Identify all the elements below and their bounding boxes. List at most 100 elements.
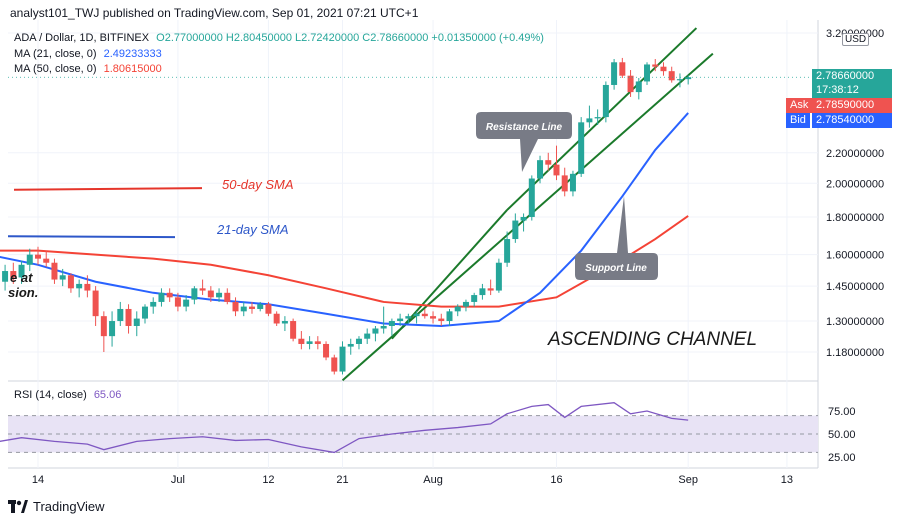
candle-2021-07-23 (355, 336, 362, 350)
candle-2021-07-24 (364, 328, 371, 344)
candle-2021-07-01 (174, 292, 181, 312)
candle-body (10, 271, 17, 278)
candle-2021-06-20 (84, 275, 91, 298)
axes: 3.200000002.200000002.000000001.80000000… (8, 28, 884, 486)
candle-body (35, 254, 41, 259)
candle-body (141, 306, 148, 319)
candle-2021-07-25 (372, 325, 379, 342)
ask-value: 2.78590000 (812, 98, 892, 113)
candle-2021-07-19 (323, 341, 330, 361)
candle-2021-08-20 (586, 105, 593, 128)
candle-2021-07-26 (380, 306, 387, 334)
price-tick-6: 1.30000000 (826, 316, 884, 328)
candle-2021-07-07 (224, 288, 231, 305)
candle-body (660, 66, 667, 72)
candle-2021-07-13 (273, 311, 280, 326)
candle-body (685, 77, 692, 80)
candle-body (323, 343, 330, 358)
candle-body (438, 318, 445, 322)
candle-body (257, 304, 264, 309)
candle-2021-06-23 (109, 311, 116, 347)
symbol-name: ADA / Dollar, 1D, BITFINEX (14, 32, 150, 44)
candle-2021-06-19 (76, 279, 83, 298)
candle-body (100, 316, 107, 337)
tradingview-logo[interactable]: TradingView (8, 499, 105, 514)
price-tick-4: 1.60000000 (826, 250, 884, 262)
candle-2021-08-30 (668, 66, 675, 83)
candle-body (553, 164, 560, 176)
candle-2021-08-25 (627, 70, 634, 97)
candle-2021-08-24 (619, 57, 626, 78)
sma-guides (7, 187, 203, 239)
support-text: Support Line (585, 263, 647, 274)
candle-body (495, 262, 502, 291)
candle-body (372, 328, 379, 334)
candle-body (191, 288, 198, 300)
date-tick-3: 21 (336, 474, 348, 486)
countdown-tag: 17:38:12 (812, 83, 892, 98)
candle-2021-08-18 (569, 170, 576, 197)
candle-body (174, 297, 181, 307)
candle-body (133, 318, 140, 326)
candle-body (397, 318, 404, 322)
candle-body (339, 346, 346, 372)
candle-body (26, 254, 33, 265)
candle-body (520, 216, 527, 221)
candle-body (602, 84, 609, 118)
candle-body (430, 316, 437, 319)
candle-2021-06-10 (2, 264, 9, 291)
candle-2021-07-02 (183, 295, 190, 312)
candle-2021-06-25 (125, 304, 132, 334)
candle-body (59, 275, 66, 280)
candle-2021-09-01 (685, 75, 692, 85)
date-tick-2: 12 (262, 474, 274, 486)
candle-body (314, 341, 321, 344)
candle-body (364, 333, 371, 339)
symbol-legend: ADA / Dollar, 1D, BITFINEX O2.77000000 H… (14, 31, 544, 45)
rsi-legend: RSI (14, close) 65.06 (14, 388, 121, 402)
candle-2021-07-11 (257, 301, 264, 312)
candle-2021-07-30 (413, 311, 420, 324)
candle-2021-08-03 (446, 308, 453, 326)
candle-2021-08-22 (602, 81, 609, 123)
candle-body (18, 264, 25, 278)
candle-2021-07-10 (248, 301, 255, 314)
candle-body (537, 160, 544, 179)
candle-body (676, 79, 683, 81)
candle-2021-07-22 (347, 338, 354, 355)
candle-body (652, 64, 659, 67)
candle-body (594, 117, 601, 119)
date-tick-4: Aug (423, 474, 443, 486)
candle-body (51, 262, 58, 280)
candle-2021-07-08 (232, 297, 239, 317)
candle-2021-07-09 (240, 301, 247, 317)
ma21-value: 2.49233333 (103, 48, 162, 60)
candle-2021-07-03 (191, 286, 198, 305)
tradingview-wordmark: TradingView (33, 499, 105, 514)
ma21-path (0, 112, 689, 327)
candle-2021-08-05 (462, 299, 469, 312)
currency-badge[interactable]: USD (842, 33, 870, 46)
candle-body (635, 81, 642, 93)
candle-body (644, 64, 651, 82)
candle-body (76, 283, 83, 289)
candle-2021-06-30 (166, 288, 173, 302)
candle-2021-07-29 (405, 313, 412, 324)
bid-label: Bid (786, 113, 810, 128)
candle-2021-08-11 (512, 213, 519, 243)
candle-body (569, 173, 576, 192)
candle-2021-08-10 (504, 231, 511, 267)
candle-body (619, 62, 626, 76)
candle-body (611, 62, 618, 85)
rsi-label: RSI (14, close) (14, 389, 87, 401)
channel-text: ASCENDING CHANNEL (547, 329, 757, 350)
candle-2021-08-01 (430, 311, 437, 324)
candle-body (109, 321, 116, 337)
candle-body (405, 316, 412, 319)
candle-2021-06-27 (141, 304, 148, 324)
candle-body (446, 311, 453, 322)
price-tick-7: 1.18000000 (826, 347, 884, 359)
date-tick-5: 16 (550, 474, 562, 486)
candle-body (347, 343, 354, 347)
candle-2021-07-20 (331, 354, 338, 375)
